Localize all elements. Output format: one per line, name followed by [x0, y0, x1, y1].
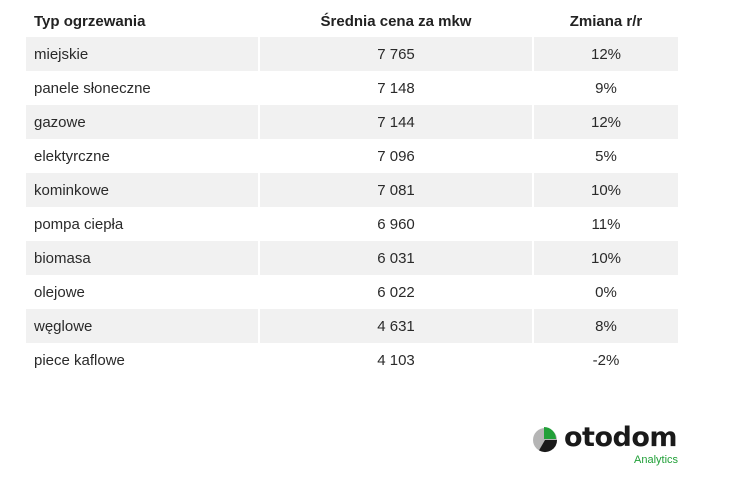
header-avg-price: Średnia cena za mkw [320, 12, 472, 30]
change-cell: 10% [534, 241, 678, 275]
otodom-analytics-logo: otodom Analytics [530, 422, 700, 470]
change-cell: 10% [534, 173, 678, 207]
heating-type-cell: olejowe [34, 283, 85, 301]
table-row: biomasa 6 031 10% [26, 241, 678, 275]
change-cell: 0% [595, 283, 617, 301]
price-cell: 6 022 [377, 283, 415, 301]
change-cell: 9% [595, 79, 617, 97]
price-cell: 6 960 [377, 215, 415, 233]
change-cell: 12% [534, 105, 678, 139]
price-cell: 7 148 [377, 79, 415, 97]
heating-type-cell: pompa ciepła [34, 215, 124, 233]
heating-type-cell: kominkowe [26, 173, 258, 207]
table-row: pompa ciepła 6 960 11% [26, 207, 678, 241]
table-row: gazowe 7 144 12% [26, 105, 678, 139]
heating-type-cell: panele słoneczne [34, 79, 151, 97]
heating-type-cell: gazowe [26, 105, 258, 139]
logo-subtitle: Analytics [634, 454, 679, 466]
header-heating-type: Typ ogrzewania [34, 12, 146, 30]
price-cell: 6 031 [260, 241, 532, 275]
table-row: panele słoneczne 7 148 9% [26, 71, 678, 105]
heating-type-cell: elektyrczne [34, 147, 110, 165]
price-cell: 4 631 [260, 309, 532, 343]
price-cell: 7 765 [260, 37, 532, 71]
heating-type-cell: miejskie [26, 37, 258, 71]
change-cell: 12% [534, 37, 678, 71]
table-header: Typ ogrzewania Średnia cena za mkw Zmian… [26, 5, 678, 37]
table-row: węglowe 4 631 8% [26, 309, 678, 343]
price-cell: 7 144 [260, 105, 532, 139]
heating-type-cell: piece kaflowe [34, 351, 125, 369]
table-row: elektyrczne 7 096 5% [26, 139, 678, 173]
change-cell: -2% [592, 351, 620, 369]
header-yoy-change: Zmiana r/r [569, 12, 643, 30]
otodom-logo-icon [533, 427, 557, 453]
heating-type-cell: węglowe [26, 309, 258, 343]
price-table: Typ ogrzewania Średnia cena za mkw Zmian… [26, 5, 678, 377]
price-cell: 7 096 [377, 147, 415, 165]
price-cell: 7 081 [260, 173, 532, 207]
table-row: olejowe 6 022 0% [26, 275, 678, 309]
table-row: piece kaflowe 4 103 -2% [26, 343, 678, 377]
change-cell: 5% [595, 147, 617, 165]
table-row: miejskie 7 765 12% [26, 37, 678, 71]
change-cell: 8% [534, 309, 678, 343]
table-row: kominkowe 7 081 10% [26, 173, 678, 207]
heating-type-cell: biomasa [26, 241, 258, 275]
price-cell: 4 103 [377, 351, 415, 369]
logo-wordmark: otodom [564, 422, 678, 453]
change-cell: 11% [591, 215, 621, 233]
